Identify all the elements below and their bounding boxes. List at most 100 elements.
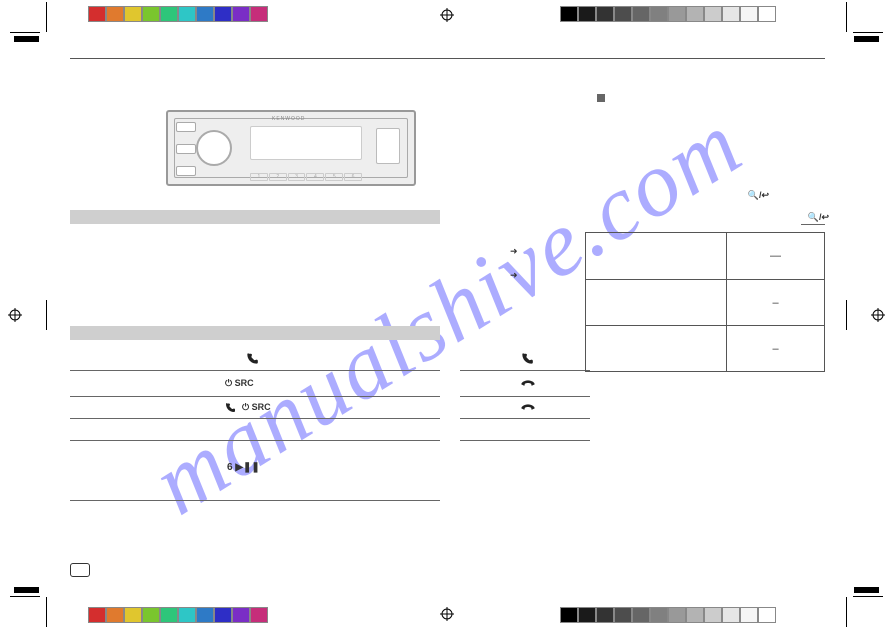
- power-src-label: ⏻ SRC: [225, 378, 254, 389]
- settings-table: — – –: [585, 232, 825, 372]
- swatch: [106, 607, 124, 623]
- swatch: [142, 607, 160, 623]
- crop-mark: [46, 2, 47, 32]
- swatch: [178, 6, 196, 22]
- phone-icon: [520, 352, 534, 366]
- swatch: [560, 607, 578, 623]
- swatch: [740, 6, 758, 22]
- crop-mark: [10, 596, 40, 597]
- crop-mark: [14, 36, 39, 42]
- swatch: [106, 6, 124, 22]
- swatch: [614, 607, 632, 623]
- swatch: [632, 6, 650, 22]
- preset-btn: 5: [325, 173, 343, 181]
- divider: [801, 224, 825, 225]
- phone-hangup-icon: [520, 402, 536, 412]
- swatch-strip-left-bottom: [88, 607, 268, 623]
- swatch: [722, 607, 740, 623]
- radio-brand: KENWOOD: [272, 116, 305, 122]
- table-row: –: [586, 325, 824, 371]
- swatch: [232, 607, 250, 623]
- swatch: [196, 607, 214, 623]
- divider: [70, 418, 440, 419]
- table-row: –: [586, 279, 824, 325]
- registration-mark-bottom: [440, 607, 454, 621]
- radio-illustration: KENWOOD 1 2 3 4 5 6: [166, 110, 416, 186]
- preset-btn: 2: [269, 173, 287, 181]
- swatch: [124, 6, 142, 22]
- swatch: [596, 6, 614, 22]
- crop-mark: [853, 32, 883, 33]
- swatch: [178, 607, 196, 623]
- radio-screen: [250, 126, 362, 160]
- swatch: [650, 6, 668, 22]
- table-cell: –: [727, 280, 824, 325]
- swatch: [758, 607, 776, 623]
- swatch: [250, 6, 268, 22]
- registration-mark-left: [8, 308, 22, 322]
- preset-btn: 1: [250, 173, 268, 181]
- radio-usb: [376, 128, 400, 164]
- radio-btn: [176, 166, 196, 176]
- swatch: [578, 6, 596, 22]
- divider: [460, 440, 590, 441]
- phone-hangup-icon: [520, 378, 536, 388]
- divider: [460, 396, 590, 397]
- preset-btn: 3: [288, 173, 306, 181]
- divider: [460, 370, 590, 371]
- divider: [460, 418, 590, 419]
- swatch: [88, 6, 106, 22]
- crop-mark: [46, 300, 47, 330]
- swatch: [250, 607, 268, 623]
- crop-mark: [854, 36, 879, 42]
- play-pause-label: 6 ▶❚❚: [227, 462, 260, 473]
- arrow-right-icon: ➜: [510, 246, 518, 257]
- crop-mark: [853, 596, 883, 597]
- section-band-1: [70, 210, 440, 224]
- divider: [70, 500, 440, 501]
- top-rule: [70, 58, 825, 59]
- phone-icon: [224, 402, 236, 414]
- search-back-label: 🔍/↩: [748, 190, 769, 201]
- radio-knob: [196, 130, 232, 166]
- crop-mark: [846, 300, 847, 330]
- preset-btn: 4: [306, 173, 324, 181]
- content-frame: KENWOOD 1 2 3 4 5 6: [70, 58, 825, 577]
- swatch: [124, 607, 142, 623]
- preset-btn: 6: [344, 173, 362, 181]
- swatch: [214, 6, 232, 22]
- marker-square: [597, 94, 605, 102]
- crop-mark: [846, 597, 847, 627]
- swatch: [578, 607, 596, 623]
- swatch: [596, 607, 614, 623]
- swatch: [740, 607, 758, 623]
- swatch: [668, 607, 686, 623]
- table-row: —: [586, 233, 824, 279]
- swatch: [232, 6, 250, 22]
- divider: [70, 396, 440, 397]
- radio-btn: [176, 144, 196, 154]
- swatch: [560, 6, 578, 22]
- swatch: [704, 607, 722, 623]
- crop-mark: [10, 32, 40, 33]
- swatch: [632, 607, 650, 623]
- crop-mark: [846, 2, 847, 32]
- swatch-strip-right-bottom: [560, 607, 776, 623]
- power-src-label: ⏻ SRC: [242, 402, 271, 413]
- table-cell: —: [727, 233, 824, 279]
- swatch-strip-right: [560, 6, 776, 22]
- page-badge: [70, 563, 90, 577]
- swatch: [214, 607, 232, 623]
- divider: [70, 440, 440, 441]
- swatch: [88, 607, 106, 623]
- swatch-strip-left: [88, 6, 268, 22]
- swatch: [722, 6, 740, 22]
- crop-mark: [14, 587, 39, 593]
- swatch: [614, 6, 632, 22]
- registration-mark-top: [440, 8, 454, 22]
- radio-presets: 1 2 3 4 5 6: [250, 173, 362, 181]
- swatch: [142, 6, 160, 22]
- swatch: [704, 6, 722, 22]
- section-band-2: [70, 326, 440, 340]
- crop-mark: [854, 587, 879, 593]
